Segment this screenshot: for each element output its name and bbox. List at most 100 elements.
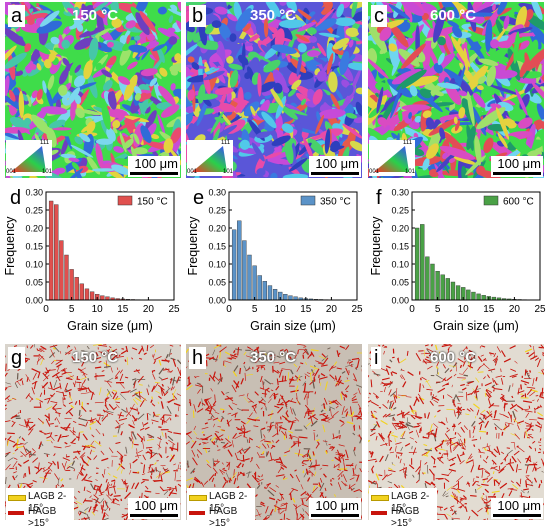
x-tick-label: 0 [226, 304, 232, 315]
grain-boundary [113, 499, 114, 504]
panel-letter-g: g [8, 347, 25, 369]
scale-bar-g [130, 514, 178, 517]
grain-boundary [332, 460, 334, 461]
histogram-bar [446, 278, 450, 300]
grain-boundary [526, 480, 527, 487]
grain-boundary [79, 410, 80, 416]
grain-boundary [121, 499, 122, 501]
grain-boundary [413, 426, 419, 427]
ipf-label-101: 101 [42, 169, 52, 175]
histogram-bar [70, 269, 74, 300]
histogram-bar [100, 296, 104, 300]
grain-boundary [494, 390, 495, 392]
grain-boundary [300, 363, 303, 364]
ipf-label-001: 001 [187, 169, 197, 175]
histogram-bar [415, 228, 419, 300]
grain-boundary [221, 430, 225, 431]
grain-boundary [6, 364, 7, 372]
grain-boundary [114, 496, 121, 497]
lagb-swatch [189, 495, 207, 501]
temperature-label-h: 350 °C [250, 350, 296, 366]
histogram-bar [425, 257, 429, 300]
grain-boundary [267, 452, 268, 457]
grain-boundary [507, 448, 510, 449]
grain-boundary [203, 435, 205, 436]
histogram-bar [49, 201, 53, 300]
histogram-bar [482, 295, 486, 300]
hagb-swatch [189, 511, 205, 515]
grain-boundary [173, 444, 174, 450]
grain-boundary [396, 453, 402, 454]
y-tick-label: 0.05 [391, 278, 409, 288]
ipf-label-001: 001 [369, 169, 379, 175]
grain-boundary [499, 466, 500, 471]
grain-boundary [7, 433, 15, 434]
grain-boundary [234, 354, 236, 355]
grain-boundary [213, 359, 218, 360]
grain-boundary [265, 487, 266, 489]
grain-boundary [464, 375, 468, 376]
grain-boundary [152, 371, 155, 372]
scale-label-b: 100 μm [311, 157, 359, 171]
hagb-swatch [371, 511, 387, 515]
y-tick-label: 0.20 [25, 224, 43, 234]
grain-boundary [213, 458, 214, 465]
y-axis-label: Frequency [3, 216, 17, 276]
grain-boundary [319, 375, 320, 378]
y-tick-label: 0.25 [391, 206, 409, 216]
x-axis-label: Grain size (μm) [433, 319, 519, 333]
histogram-bar [431, 264, 435, 300]
histogram-bar [456, 286, 460, 300]
histogram-bar [75, 277, 79, 300]
histogram-bar [273, 289, 277, 300]
y-tick-label: 0.20 [391, 224, 409, 234]
grain-boundary [492, 387, 495, 388]
scale-bar-c [493, 172, 541, 175]
ipf-label-111: 111 [403, 140, 412, 146]
grain-boundary [139, 385, 143, 386]
grain-boundary [141, 463, 143, 464]
grain-boundary [84, 501, 92, 502]
histogram-bar [268, 286, 272, 300]
temperature-label-b: 350 °C [250, 8, 296, 24]
x-tick-label: 15 [300, 304, 312, 315]
histogram-bar [258, 276, 262, 300]
legend-swatch [484, 196, 498, 205]
grain-boundary [369, 452, 371, 453]
panel-letter-d: d [10, 187, 21, 209]
grain-boundary [340, 435, 341, 439]
grain-boundary [303, 355, 304, 359]
y-tick-label: 0.25 [208, 206, 226, 216]
hagb-label: HAGB >15° [209, 506, 255, 530]
grain-boundary [530, 370, 531, 372]
panel-letter-f: f [376, 187, 382, 209]
x-tick-label: 20 [509, 304, 521, 315]
y-tick-label: 0.30 [391, 188, 409, 198]
x-tick-label: 10 [275, 304, 287, 315]
grain-boundary [220, 409, 224, 410]
grain-boundary [308, 459, 313, 460]
x-tick-label: 20 [326, 304, 338, 315]
x-tick-label: 15 [483, 304, 495, 315]
grain-boundary [166, 433, 167, 439]
x-tick-label: 25 [168, 304, 180, 315]
legend-swatch [118, 196, 132, 205]
grain-boundary [221, 442, 225, 443]
y-tick-label: 0.00 [25, 296, 43, 306]
y-axis-label: Frequency [186, 216, 200, 276]
panel-letter-i: i [371, 347, 381, 369]
histogram-bar [441, 275, 445, 300]
ipf-triangle-legend-c: 111 001 101 [369, 140, 415, 176]
x-axis-label: Grain size (μm) [67, 319, 153, 333]
grain-boundary [129, 391, 131, 392]
temperature-label-a: 150 °C [72, 8, 118, 24]
x-tick-label: 5 [252, 304, 258, 315]
y-tick-label: 0.20 [208, 224, 226, 234]
histogram-bar [253, 266, 257, 300]
x-tick-label: 5 [435, 304, 441, 315]
hagb-label: HAGB >15° [391, 506, 437, 530]
grain-boundary [29, 466, 30, 474]
scale-label-g: 100 μm [130, 499, 178, 513]
panel-letter-c: c [371, 5, 387, 27]
grain-boundary [124, 519, 125, 521]
